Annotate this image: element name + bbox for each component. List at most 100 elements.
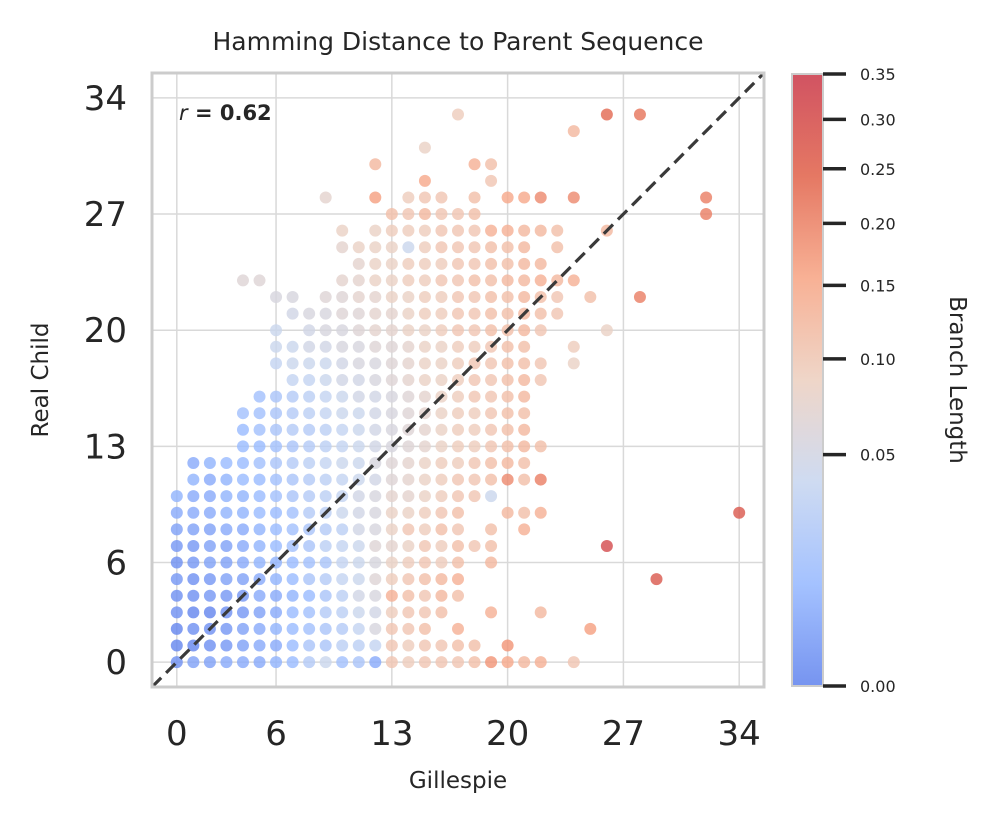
data-point — [385, 324, 398, 337]
data-point — [700, 208, 713, 221]
data-point — [253, 589, 266, 602]
data-point — [270, 656, 283, 669]
data-point — [385, 490, 398, 503]
data-point — [369, 539, 382, 552]
data-point — [501, 257, 514, 270]
data-point — [501, 639, 514, 652]
data-point — [435, 257, 448, 270]
data-point — [501, 473, 514, 486]
data-point — [402, 324, 415, 337]
colorbar-tick-label: 0.20 — [860, 214, 896, 233]
data-point — [336, 407, 349, 420]
data-point — [352, 456, 365, 469]
data-point — [435, 374, 448, 386]
data-point — [435, 307, 448, 320]
data-point — [220, 473, 233, 486]
data-point — [253, 440, 266, 453]
data-point — [452, 523, 464, 536]
data-point — [303, 307, 316, 320]
colorbar-tick-label: 0.30 — [860, 110, 896, 129]
data-point — [336, 274, 349, 287]
data-point — [518, 523, 531, 536]
data-point — [452, 456, 464, 469]
data-point — [352, 407, 365, 420]
data-point — [187, 622, 200, 635]
data-point — [203, 473, 216, 486]
data-point — [220, 639, 233, 652]
data-point — [567, 656, 580, 669]
data-point — [286, 307, 299, 320]
data-point — [435, 224, 448, 237]
data-point — [700, 191, 713, 204]
data-point — [435, 556, 448, 569]
data-point — [286, 423, 299, 436]
data-point — [170, 589, 183, 602]
data-point — [336, 473, 349, 486]
data-point — [369, 340, 382, 353]
data-point — [452, 423, 464, 436]
data-point — [402, 506, 415, 519]
data-point — [286, 639, 299, 652]
data-point — [170, 490, 183, 503]
data-point — [303, 656, 316, 669]
data-point — [286, 556, 299, 569]
data-point — [352, 523, 365, 536]
data-point — [385, 307, 398, 320]
data-point — [303, 639, 316, 652]
data-point — [253, 490, 266, 503]
data-point — [385, 556, 398, 569]
data-point — [452, 473, 464, 486]
data-point — [203, 573, 216, 586]
data-point — [501, 407, 514, 420]
y-tick-label: 27 — [84, 195, 127, 235]
correlation-value: = 0.62 — [188, 101, 272, 125]
data-point — [319, 622, 332, 635]
data-point — [468, 539, 481, 552]
data-point — [270, 440, 283, 453]
data-point — [319, 456, 332, 469]
data-point — [501, 274, 514, 287]
data-point — [567, 191, 580, 204]
data-point — [402, 257, 415, 270]
data-point — [253, 390, 266, 403]
data-point — [435, 639, 448, 652]
data-point — [336, 241, 349, 254]
data-point — [402, 589, 415, 602]
data-point — [336, 639, 349, 652]
data-point — [418, 141, 431, 154]
data-point — [236, 440, 249, 453]
data-point — [418, 374, 431, 386]
data-point — [485, 257, 498, 270]
data-point — [369, 506, 382, 519]
data-point — [385, 423, 398, 436]
data-point — [369, 257, 382, 270]
data-point — [468, 191, 481, 204]
data-point — [203, 656, 216, 669]
data-point — [633, 108, 646, 121]
data-point — [600, 108, 613, 121]
data-point — [203, 556, 216, 569]
data-point — [518, 390, 531, 403]
data-point — [385, 656, 398, 669]
data-point — [418, 556, 431, 569]
data-point — [485, 523, 498, 536]
data-point — [501, 241, 514, 254]
data-point — [452, 257, 464, 270]
data-point — [236, 274, 249, 287]
colorbar-tick-label: 0.15 — [860, 276, 896, 295]
data-point — [402, 390, 415, 403]
data-point — [402, 340, 415, 353]
data-point — [468, 257, 481, 270]
data-point — [369, 606, 382, 619]
data-point — [385, 622, 398, 635]
data-point — [468, 274, 481, 287]
data-point — [369, 589, 382, 602]
data-point — [236, 473, 249, 486]
data-point — [567, 274, 580, 287]
data-point — [485, 423, 498, 436]
data-point — [452, 506, 464, 519]
data-point — [319, 606, 332, 619]
data-point — [385, 390, 398, 403]
data-point — [452, 241, 464, 254]
data-point — [303, 539, 316, 552]
